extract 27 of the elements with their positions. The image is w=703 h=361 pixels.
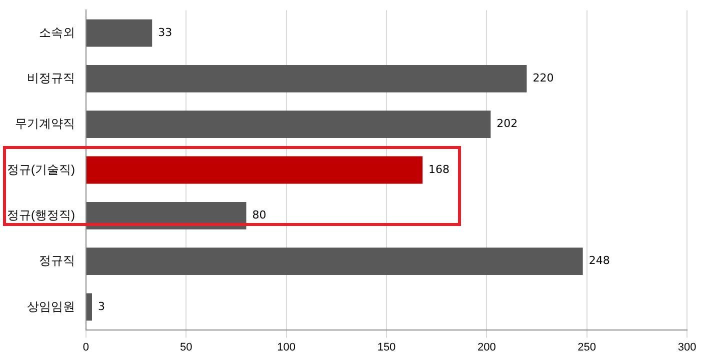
bar: [86, 293, 92, 321]
data-label: 220: [532, 72, 554, 85]
data-label: 248: [588, 254, 610, 268]
x-tick-label: 150: [377, 341, 396, 354]
x-tick-label: 50: [180, 341, 192, 354]
y-tick-label: 상임임원: [26, 299, 75, 314]
bar: [86, 110, 491, 138]
y-tick-label: 비정규직: [26, 71, 75, 85]
bar: [86, 19, 152, 47]
y-tick-label: 정규(행정직): [6, 208, 75, 222]
y-tick-label: 정규직: [38, 254, 75, 268]
bar: [86, 156, 423, 184]
bar: [86, 248, 583, 276]
data-label: 33: [158, 26, 172, 39]
y-tick-label: 무기계약직: [14, 116, 75, 131]
data-label: 168: [428, 162, 450, 176]
x-tick-label: 200: [477, 341, 496, 354]
x-tick-label: 300: [678, 341, 696, 354]
x-tick-label: 0: [82, 341, 90, 354]
x-tick-label: 250: [578, 341, 596, 354]
x-tick-label: 100: [277, 341, 296, 354]
bar: [86, 64, 527, 92]
data-label: 80: [252, 208, 266, 222]
y-tick-label: 소속외: [38, 25, 75, 40]
data-label: 202: [496, 117, 518, 130]
y-tick-label: 정규(기술직): [6, 162, 75, 176]
data-label: 3: [98, 300, 105, 313]
